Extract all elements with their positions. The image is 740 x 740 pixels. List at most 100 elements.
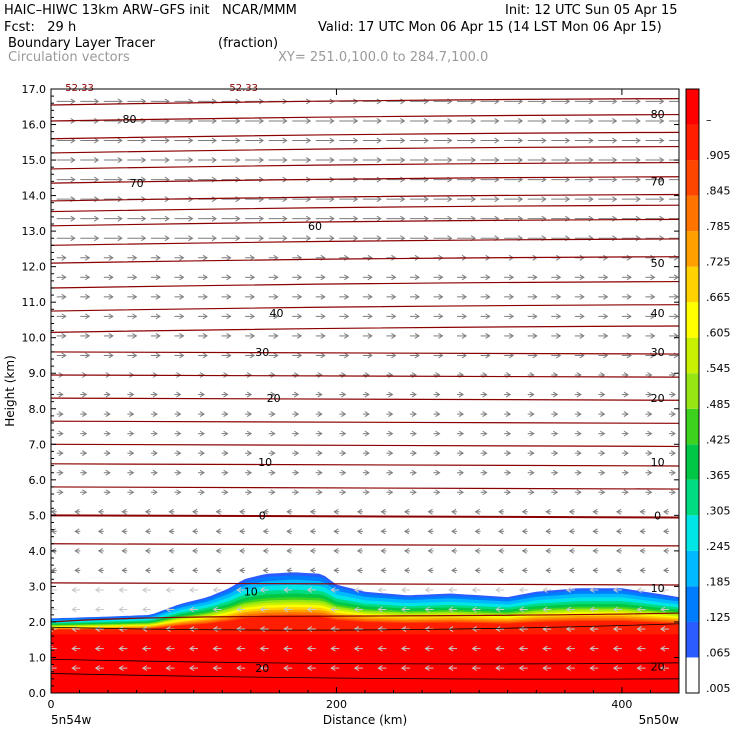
circulation-vector-head <box>458 391 465 398</box>
circulation-vector-head <box>132 352 138 359</box>
isotherm-line <box>51 256 679 264</box>
circulation-vector-head <box>673 313 679 320</box>
circulation-vector-head <box>262 508 268 515</box>
circulation-vector-head <box>84 274 91 281</box>
circulation-vector-head <box>377 606 383 613</box>
circulation-vector-head <box>458 411 465 418</box>
circulation-vector-head <box>635 215 641 222</box>
circulation-vector-head <box>612 215 618 222</box>
circulation-vector-head <box>283 606 289 613</box>
circulation-vector-head <box>164 215 170 222</box>
circulation-vector-head <box>589 587 595 593</box>
circulation-vector-head <box>367 333 373 339</box>
circulation-vector-head <box>414 352 420 359</box>
circulation-vector-head <box>258 215 265 222</box>
circulation-vector-head <box>179 333 185 339</box>
circulation-vector-head <box>329 215 335 222</box>
circulation-vector-head <box>202 254 208 261</box>
circulation-vector-head <box>401 665 407 672</box>
circulation-vector-head <box>532 313 538 320</box>
circulation-vector-head <box>259 626 265 632</box>
circulation-vector-head <box>353 215 359 222</box>
circulation-vector-head <box>273 352 279 359</box>
circulation-vector-head <box>70 98 76 105</box>
circulation-vector-head <box>615 567 622 574</box>
circulation-vector-head <box>81 450 88 457</box>
circulation-vector-head <box>589 645 595 652</box>
circulation-vector-head <box>71 645 77 652</box>
circulation-vector-head <box>81 391 88 398</box>
colorbar-label: .425 <box>706 433 731 446</box>
circulation-vector-head <box>356 567 363 574</box>
circulation-vector-head <box>612 176 618 183</box>
circulation-vector-head <box>380 528 386 535</box>
circulation-vector-head <box>635 157 641 163</box>
circulation-vector-head <box>670 430 676 437</box>
circulation-vector-head <box>199 450 205 457</box>
isotherm-line <box>51 161 679 170</box>
circulation-vector-head <box>320 274 326 281</box>
circulation-vector-head <box>552 469 559 476</box>
isotherm-line <box>51 304 679 312</box>
circulation-vector-head <box>448 665 454 672</box>
contour-label: 10 <box>258 456 272 469</box>
circulation-vector-head <box>367 274 373 281</box>
circulation-vector-head <box>249 352 256 359</box>
circulation-vector-head <box>317 450 323 457</box>
colorbar-swatch <box>686 89 699 125</box>
circulation-vector-head <box>647 489 653 496</box>
circulation-vector-head <box>329 118 335 124</box>
circulation-vector-head <box>212 587 218 593</box>
circulation-vector-head <box>93 176 100 183</box>
circulation-vector-head <box>305 215 312 222</box>
circulation-vector-head <box>568 567 575 574</box>
circulation-vector-head <box>564 157 571 163</box>
circulation-vector-head <box>179 293 185 300</box>
circulation-vector-head <box>165 645 171 652</box>
circulation-vector-head <box>482 469 488 476</box>
circulation-vector-head <box>565 665 572 672</box>
circulation-vector-head <box>647 411 653 418</box>
contour-label: 20 <box>255 662 269 675</box>
circulation-vector-head <box>344 313 350 320</box>
circulation-vector-head <box>117 157 123 163</box>
circulation-vector-head <box>458 450 465 457</box>
circulation-vector-head <box>670 469 676 476</box>
circulation-vector-head <box>353 118 359 124</box>
circulation-vector-head <box>117 235 123 242</box>
circulation-vector-head <box>212 606 218 613</box>
circulation-vector-head <box>235 137 241 144</box>
circulation-vector-head <box>317 489 323 496</box>
circulation-vector-head <box>600 489 606 496</box>
circulation-vector-head <box>521 567 527 574</box>
circulation-vector-head <box>391 313 397 320</box>
circulation-vector-head <box>615 508 622 515</box>
circulation-vector-head <box>330 587 336 593</box>
circulation-vector-head <box>470 118 477 124</box>
circulation-vector-head <box>353 626 360 632</box>
circulation-vector-head <box>329 235 335 242</box>
circulation-vector-head <box>165 665 171 672</box>
circulation-vector-head <box>108 333 114 339</box>
circulation-vector-head <box>129 450 135 457</box>
circulation-vector-head <box>612 137 618 144</box>
colorbar-label: .785 <box>706 220 731 233</box>
circulation-vector-head <box>246 411 253 418</box>
circulation-vector-head <box>121 547 127 554</box>
circulation-vector-head <box>320 352 326 359</box>
circulation-vector-head <box>615 528 622 535</box>
circulation-vector-head <box>542 587 548 593</box>
circulation-vector-head <box>226 293 232 300</box>
circulation-vector-head <box>364 469 370 476</box>
circulation-vector-head <box>129 489 135 496</box>
circulation-vector-head <box>568 508 575 515</box>
colorbar-label: .725 <box>706 256 731 269</box>
circulation-vector-head <box>306 645 313 652</box>
circulation-vector-head <box>636 587 642 593</box>
circulation-vector-head <box>118 665 124 672</box>
circulation-vector-head <box>474 528 480 535</box>
circulation-vector-head <box>353 137 359 144</box>
circulation-vector-head <box>367 293 373 300</box>
circulation-vector-head <box>623 450 629 457</box>
colorbar-label: – <box>706 114 712 127</box>
